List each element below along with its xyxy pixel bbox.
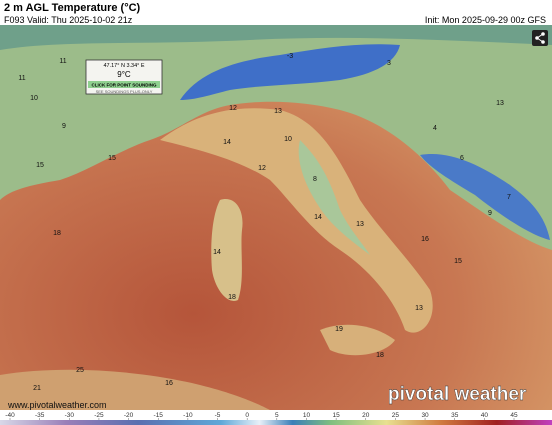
tooltip-coords: 47.17° N 3.34° E	[103, 63, 144, 69]
colorbar-tick-label: -5	[215, 412, 221, 419]
temperature-label: 18	[53, 230, 61, 237]
colorbar-tick-label: 25	[392, 412, 400, 419]
temperature-label: 13	[356, 221, 364, 228]
tooltip-note: SEE SOUNDINGS PLUS-ONLY	[96, 89, 153, 94]
temperature-label: 13	[496, 100, 504, 107]
temperature-label: 9	[62, 123, 66, 130]
temperature-label: 6	[460, 155, 464, 162]
temperature-label: 10	[284, 136, 292, 143]
temperature-label: 13	[274, 108, 282, 115]
temperature-label: 11	[18, 75, 25, 82]
colorbar-tick-label: 10	[303, 412, 311, 419]
temperature-label: 12	[258, 165, 266, 172]
temperature-label: 12	[229, 105, 237, 112]
temperature-label: -3	[287, 53, 293, 60]
tooltip-value: 9°C	[117, 70, 131, 79]
colorbar-tick-label: 45	[510, 412, 518, 419]
share-button[interactable]	[532, 30, 548, 46]
colorbar-tick-label: 15	[333, 412, 341, 419]
temperature-label: 19	[335, 326, 343, 333]
temperature-label: 14	[314, 214, 322, 221]
colorbar-tick-label: -40	[5, 412, 15, 419]
temperature-label: 8	[313, 176, 317, 183]
temperature-label: 21	[33, 385, 41, 392]
sounding-button-label[interactable]: CLICK FOR POINT SOUNDING	[92, 83, 157, 88]
init-time: Init: Mon 2025-09-29 00z GFS	[424, 15, 546, 25]
colorbar-tick-label: 35	[451, 412, 459, 419]
colorbar-tick-label: 20	[362, 412, 370, 419]
colorbar-tick-label: -20	[124, 412, 134, 419]
tooltip: 47.17° N 3.34° E 9°C CLICK FOR POINT SOU…	[85, 59, 163, 95]
watermark: www.pivotalweather.com	[7, 400, 107, 410]
logo: pivotal weather	[388, 384, 527, 405]
map-title: 2 m AGL Temperature (°C)	[4, 2, 141, 14]
temperature-label: 7	[507, 194, 511, 201]
temperature-label: 14	[213, 249, 221, 256]
temperature-label: 13	[415, 305, 423, 312]
temperature-label: 14	[223, 139, 231, 146]
colorbar-tick-label: 0	[245, 412, 249, 419]
valid-time: F093 Valid: Thu 2025-10-02 21z	[4, 15, 133, 25]
colorbar-tick-label: 30	[421, 412, 429, 419]
temperature-label: 11	[59, 58, 66, 65]
colorbar-tick-label: -10	[183, 412, 193, 419]
temperature-label: 18	[376, 352, 384, 359]
temperature-label: 15	[108, 155, 116, 162]
temperature-label: 10	[30, 95, 38, 102]
colorbar-tick-label: -35	[35, 412, 45, 419]
temperature-label: 3	[387, 60, 391, 67]
temperature-label: 25	[76, 367, 84, 374]
temperature-label: 16	[165, 380, 173, 387]
sounding-button[interactable]	[88, 81, 160, 88]
colorbar-tick-label: -30	[65, 412, 75, 419]
colorbar-tick-label: -15	[154, 412, 164, 419]
temperature-label: 15	[36, 162, 44, 169]
colorbar-tick-label: 40	[481, 412, 489, 419]
temperature-label: 16	[421, 236, 429, 243]
temperature-label: 9	[488, 210, 492, 217]
temperature-label: 15	[454, 258, 462, 265]
map-background	[0, 25, 552, 410]
temperature-label: 4	[433, 125, 437, 132]
colorbar	[0, 420, 552, 425]
temperature-label: 18	[228, 294, 236, 301]
colorbar-tick-label: 5	[275, 412, 279, 419]
colorbar-tick-label: -25	[94, 412, 104, 419]
